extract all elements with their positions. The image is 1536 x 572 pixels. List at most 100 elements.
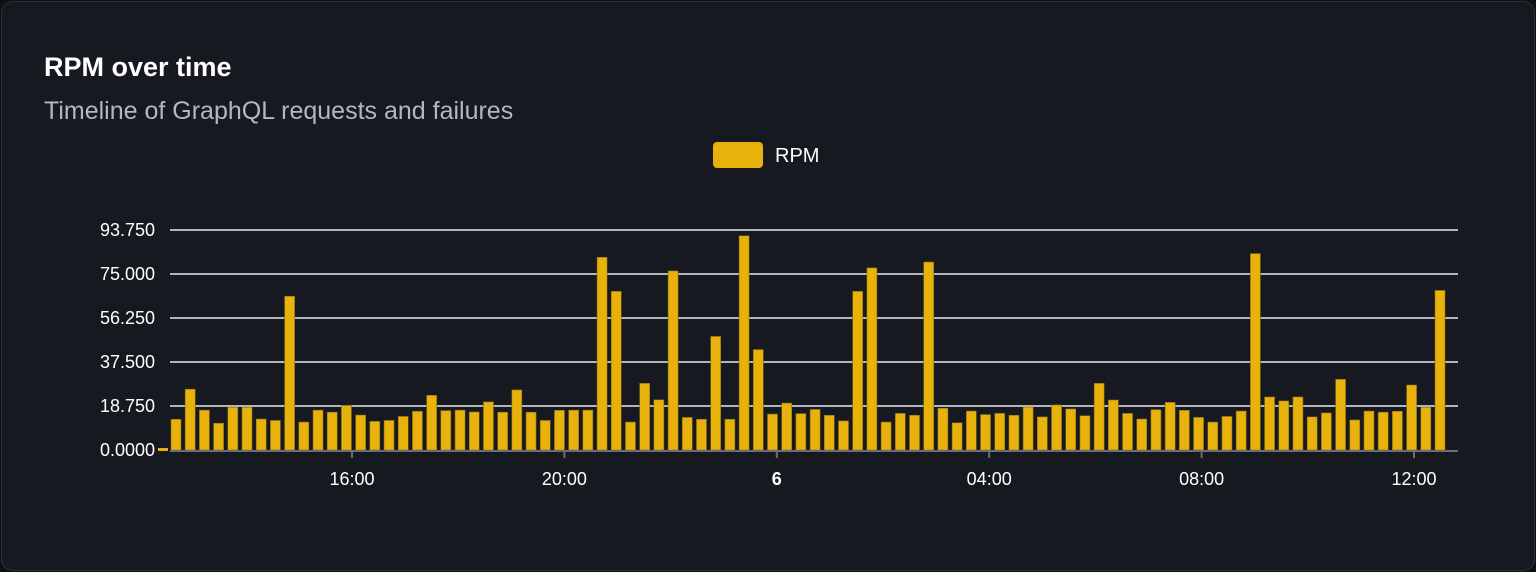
bar-rpm[interactable]: 17:44: 16.8 — [440, 410, 452, 451]
bar-rpm[interactable]: 18:00: 17 — [454, 409, 466, 451]
bar-rpm[interactable]: 03:52: 15.1 — [980, 414, 991, 451]
x-tick-label: 20:00 — [542, 469, 587, 489]
bar-rpm[interactable]: 20:24: 17 — [582, 409, 594, 451]
bar-rpm[interactable]: 23:04: 13.1 — [724, 418, 736, 451]
bar-rpm[interactable]: 23:20: 91.3 — [738, 235, 750, 451]
bar-rpm[interactable]: 13:44: 18.2 — [227, 406, 239, 451]
y-tick-label: 75.000 — [100, 264, 155, 284]
bar-rpm[interactable]: 07:04: 17.2 — [1150, 409, 1162, 451]
x-tick-label: 04:00 — [967, 469, 1012, 489]
bar-rpm[interactable]: 16:40: 12.6 — [383, 420, 395, 451]
bar-rpm[interactable]: 08:56: 83.7 — [1250, 253, 1261, 451]
bar-rpm[interactable]: 02:48: 80.1 — [923, 261, 935, 451]
bar-rpm[interactable]: 05:28: 17.5 — [1065, 408, 1077, 451]
legend-label-rpm: RPM — [775, 145, 819, 167]
bar-rpm[interactable]: 10:32: 30.1 — [1335, 379, 1346, 451]
bar-rpm[interactable]: 19:52: 16.9 — [554, 410, 565, 451]
bar-rpm[interactable]: 16:24: 12.2 — [369, 421, 381, 451]
bar-rpm[interactable]: 06:16: 21.3 — [1108, 399, 1119, 451]
bar-rpm[interactable]: 10:00: 14.1 — [1306, 416, 1318, 451]
bar-rpm[interactable]: 03:36: 16.6 — [966, 410, 977, 451]
bar-rpm[interactable]: 10:16: 15.8 — [1321, 412, 1332, 451]
bar-rpm[interactable]: 12:56: 25.9 — [184, 388, 196, 451]
bar-rpm[interactable]: 06:32: 15.6 — [1122, 413, 1133, 451]
bar-rpm[interactable]: 16:08: 14.9 — [355, 414, 366, 451]
bar-rpm[interactable]: 22:32: 13.1 — [696, 418, 707, 451]
bar-rpm[interactable]: 06:00: 28.4 — [1093, 383, 1105, 451]
bar-rpm[interactable]: 11:20: 16.1 — [1377, 411, 1389, 451]
bar-rpm[interactable]: 02:32: 14.8 — [909, 414, 920, 451]
bar-rpm[interactable]: 00:08: 20 — [781, 402, 792, 451]
y-tick-label: 56.250 — [100, 308, 155, 328]
bar-rpm[interactable]: 14:16: 13.2 — [255, 418, 267, 451]
bar-rpm[interactable]: 03:04: 17.8 — [937, 407, 949, 451]
y-tick-label: 18.750 — [100, 396, 155, 416]
bar-rpm[interactable]: 04:56: 14.1 — [1037, 416, 1048, 451]
bar-rpm[interactable]: 06:48: 13.2 — [1136, 418, 1148, 451]
bar-rpm[interactable]: 17:28: 23.3 — [426, 395, 437, 451]
bar-rpm[interactable]: 21:28: 28.4 — [639, 383, 650, 451]
bar-rpm[interactable]: 17:12: 16.5 — [412, 410, 423, 451]
bar-rpm[interactable]: 18:32: 20.5 — [483, 401, 494, 451]
bar-rpm[interactable]: 00:40: 17.3 — [809, 409, 821, 451]
bar-rpm[interactable]: 01:12: 12.4 — [838, 420, 849, 451]
bar-rpm[interactable]: 15:52: 18.9 — [341, 405, 352, 451]
bar-rpm[interactable]: 01:44: 77.6 — [866, 267, 878, 451]
bar-rpm[interactable]: 12:24: 68 — [1434, 290, 1446, 451]
bar-rpm[interactable]: 12:40: 13.1 — [170, 418, 182, 451]
bar-rpm[interactable]: 20:56: 67.6 — [610, 291, 622, 451]
bar-rpm[interactable]: 23:36: 42.8 — [752, 349, 764, 451]
bar-rpm[interactable]: 08:40: 16.6 — [1235, 410, 1247, 451]
bar-rpm[interactable]: 09:12: 22.6 — [1264, 396, 1275, 451]
bar-rpm[interactable]: 04:40: 18.3 — [1022, 406, 1034, 451]
bar-rpm[interactable]: 10:48: 12.8 — [1349, 419, 1361, 451]
bar-rpm[interactable]: 14:00: 18.2 — [241, 406, 253, 451]
bar-rpm[interactable]: 11:04: 16.6 — [1363, 410, 1375, 451]
bar-rpm[interactable]: 09:44: 22.6 — [1292, 396, 1304, 451]
y-tick-label: 0.0000 — [100, 440, 155, 460]
bar-rpm[interactable]: 15:20: 17 — [312, 409, 324, 451]
bar-rpm[interactable]: 14:32: 12.6 — [270, 420, 281, 451]
x-tick-label: 08:00 — [1179, 469, 1224, 489]
bar-rpm[interactable]: 20:08: 17 — [568, 409, 579, 451]
bar-rpm[interactable]: 11:52: 27.7 — [1406, 384, 1417, 451]
bar-rpm[interactable]: 23:52: 15.3 — [767, 413, 778, 451]
bar-rpm[interactable]: 05:12: 19.2 — [1051, 404, 1062, 451]
bar-rpm[interactable]: 22:48: 48.4 — [710, 336, 721, 451]
bar-rpm[interactable]: 07:36: 16.9 — [1179, 410, 1190, 451]
bar-rpm[interactable]: 07:52: 13.9 — [1193, 417, 1204, 451]
bar-rpm[interactable]: 13:28: 11.4 — [213, 422, 224, 451]
bar-rpm[interactable]: 04:24: 14.8 — [1008, 414, 1020, 451]
bar-rpm[interactable]: 02:00: 11.9 — [880, 421, 892, 451]
bar-rpm[interactable]: 08:08: 11.9 — [1207, 421, 1219, 451]
legend[interactable]: RPM — [713, 142, 819, 168]
bar-rpm[interactable]: 05:44: 14.6 — [1079, 415, 1091, 451]
bar-rpm[interactable]: 01:28: 67.6 — [852, 291, 864, 451]
bar-rpm[interactable]: 11:36: 16.5 — [1392, 410, 1403, 451]
bar-rpm[interactable]: 12:08: 18.2 — [1420, 406, 1432, 451]
bar-rpm[interactable]: 14:48: 65.5 — [284, 295, 295, 451]
bar-rpm[interactable]: 16:56: 14.3 — [397, 416, 409, 451]
bar-rpm[interactable]: 15:36: 16.1 — [326, 411, 338, 451]
bar-rpm[interactable]: 00:56: 14.8 — [824, 414, 835, 451]
bar-rpm[interactable]: 09:28: 20.9 — [1278, 400, 1290, 451]
bar-rpm[interactable]: 13:12: 17 — [199, 409, 210, 451]
bar-rpm[interactable]: 07:20: 20.3 — [1164, 402, 1176, 451]
bar-rpm[interactable]: 22:00: 76.3 — [667, 270, 679, 451]
bar-rpm[interactable]: 22:16: 13.9 — [681, 417, 693, 451]
bar-rpm[interactable]: 04:08: 15.6 — [994, 413, 1006, 451]
bar-rpm[interactable]: 21:44: 21.4 — [653, 399, 665, 451]
bar-rpm[interactable]: 20:40: 82.1 — [596, 257, 608, 451]
bar-rpm[interactable]: 15:04: 11.9 — [298, 421, 310, 451]
bar-rpm[interactable]: 02:16: 15.6 — [895, 413, 906, 451]
bar-rpm[interactable]: 18:16: 16.2 — [468, 411, 480, 451]
bar-rpm[interactable]: 08:24: 14.3 — [1221, 416, 1233, 451]
bar-rpm[interactable]: 03:20: 11.6 — [951, 422, 963, 451]
bar-rpm[interactable]: 21:12: 11.9 — [625, 421, 636, 451]
legend-swatch-rpm — [713, 142, 763, 168]
bar-rpm[interactable]: 00:24: 15.5 — [795, 413, 807, 451]
bar-rpm[interactable]: 19:20: 16.1 — [525, 411, 537, 451]
bar-rpm[interactable]: 19:04: 25.6 — [511, 389, 523, 451]
bar-rpm[interactable]: 19:36: 12.6 — [539, 420, 551, 451]
bar-rpm[interactable]: 18:48: 16.1 — [497, 411, 508, 451]
